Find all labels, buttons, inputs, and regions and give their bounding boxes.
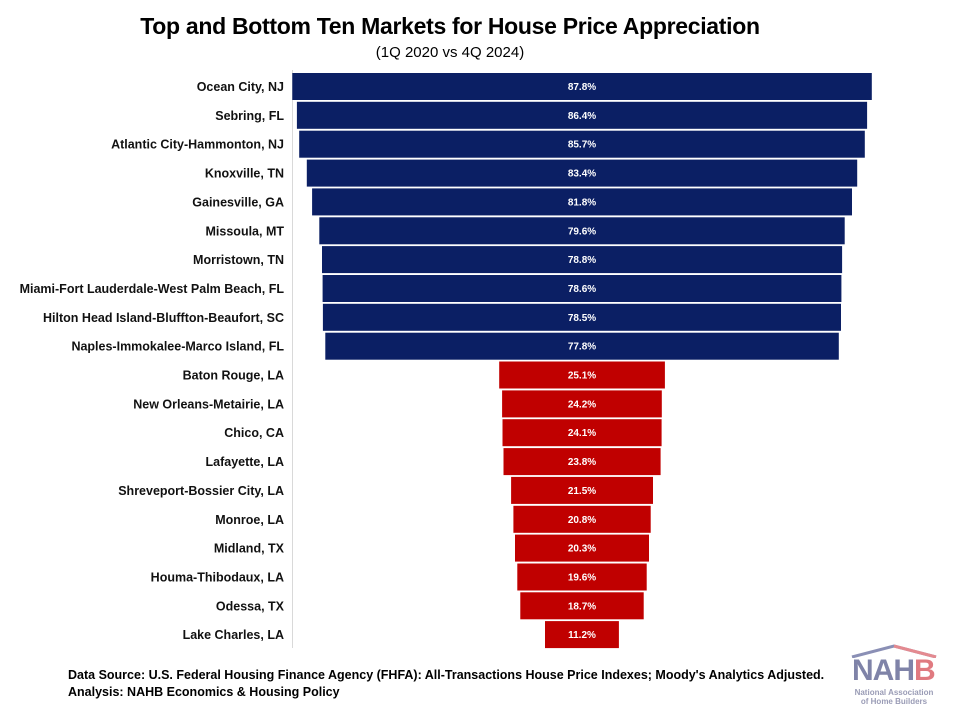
category-label: Gainesville, GA bbox=[192, 195, 284, 209]
bar-value-label: 24.2% bbox=[568, 399, 596, 410]
bar-value-label: 87.8% bbox=[568, 82, 596, 93]
category-label: Morristown, TN bbox=[193, 253, 284, 267]
category-label: Miami-Fort Lauderdale-West Palm Beach, F… bbox=[20, 282, 285, 296]
bar-value-label: 86.4% bbox=[568, 111, 596, 122]
bar-top bbox=[325, 332, 839, 360]
logo-org-line1: National Association bbox=[854, 688, 934, 697]
category-label: Sebring, FL bbox=[215, 109, 284, 123]
funnel-bar-chart: 87.8% Ocean City, NJ 86.4% Sebring, FL 85.7%… bbox=[20, 70, 872, 649]
logo-org-line2: of Home Builders bbox=[860, 697, 928, 706]
bar-top bbox=[322, 303, 841, 331]
bar-value-label: 78.5% bbox=[568, 313, 596, 324]
bar-value-label: 78.6% bbox=[568, 284, 596, 295]
data-source-note: Data Source: U.S. Federal Housing Financ… bbox=[68, 668, 825, 682]
bars-group: 87.8% Ocean City, NJ 86.4% Sebring, FL 85.7%… bbox=[20, 73, 872, 649]
bar-bottom bbox=[511, 476, 653, 504]
nahb-logo: NAHB National Association of Home Builde… bbox=[848, 644, 940, 710]
bar-value-label: 24.1% bbox=[568, 428, 596, 439]
bar-bottom bbox=[503, 448, 661, 476]
bar-bottom bbox=[517, 563, 647, 591]
category-label: Lafayette, LA bbox=[206, 455, 285, 469]
footer-notes: Data Source: U.S. Federal Housing Financ… bbox=[68, 667, 824, 701]
bar-value-label: 21.5% bbox=[568, 486, 596, 497]
bar-value-label: 81.8% bbox=[568, 197, 596, 208]
bar-value-label: 11.2% bbox=[568, 630, 596, 641]
bar-bottom bbox=[499, 361, 665, 389]
bar-value-label: 19.6% bbox=[568, 573, 596, 584]
analysis-note: Analysis: NAHB Economics & Housing Polic… bbox=[68, 685, 340, 699]
bar-top bbox=[312, 188, 853, 216]
category-label: Ocean City, NJ bbox=[197, 80, 284, 94]
bar-bottom bbox=[502, 419, 662, 447]
logo-wordmark: NAHB bbox=[852, 654, 936, 688]
chart-title: Top and Bottom Ten Markets for House Pri… bbox=[140, 13, 760, 39]
logo-acronym: NAH bbox=[852, 654, 915, 687]
bar-value-label: 78.8% bbox=[568, 255, 596, 266]
category-label: Monroe, LA bbox=[215, 513, 284, 527]
bar-bottom bbox=[520, 592, 644, 620]
bar-value-label: 25.1% bbox=[568, 371, 596, 382]
bar-value-label: 20.8% bbox=[568, 515, 596, 526]
category-label: Houma-Thibodaux, LA bbox=[151, 571, 284, 585]
category-label: Knoxville, TN bbox=[205, 167, 284, 181]
category-label: Shreveport-Bossier City, LA bbox=[118, 484, 284, 498]
category-label: New Orleans-Metairie, LA bbox=[133, 397, 284, 411]
category-label: Lake Charles, LA bbox=[183, 628, 284, 642]
bar-value-label: 23.8% bbox=[568, 457, 596, 468]
bar-top bbox=[296, 101, 868, 129]
bar-value-label: 83.4% bbox=[568, 169, 596, 180]
category-label: Midland, TX bbox=[214, 542, 285, 556]
bar-bottom bbox=[545, 621, 619, 649]
bar-top bbox=[299, 130, 865, 158]
category-label: Odessa, TX bbox=[216, 599, 285, 613]
bar-bottom bbox=[515, 534, 649, 562]
bar-value-label: 18.7% bbox=[568, 601, 596, 612]
bar-value-label: 20.3% bbox=[568, 544, 596, 555]
logo-acronym-last: B bbox=[914, 654, 936, 687]
category-label: Baton Rouge, LA bbox=[183, 369, 284, 383]
category-label: Hilton Head Island-Bluffton-Beaufort, SC bbox=[43, 311, 284, 325]
bar-top bbox=[306, 159, 858, 187]
bar-top bbox=[319, 217, 845, 245]
chart-subtitle: (1Q 2020 vs 4Q 2024) bbox=[375, 44, 525, 61]
bar-value-label: 79.6% bbox=[568, 226, 596, 237]
bar-top bbox=[322, 275, 842, 302]
category-label: Atlantic City-Hammonton, NJ bbox=[111, 138, 284, 152]
bar-value-label: 77.8% bbox=[568, 342, 596, 353]
category-label: Missoula, MT bbox=[206, 224, 285, 238]
category-label: Naples-Immokalee-Marco Island, FL bbox=[71, 340, 284, 354]
logo-org-name: National Association of Home Builders bbox=[848, 688, 940, 706]
bar-bottom bbox=[513, 505, 651, 533]
roof-icon bbox=[851, 644, 937, 658]
category-label: Chico, CA bbox=[224, 426, 284, 440]
bar-value-label: 85.7% bbox=[568, 140, 596, 151]
bar-top bbox=[292, 73, 872, 100]
bar-bottom bbox=[502, 390, 662, 418]
bar-top bbox=[322, 246, 843, 274]
